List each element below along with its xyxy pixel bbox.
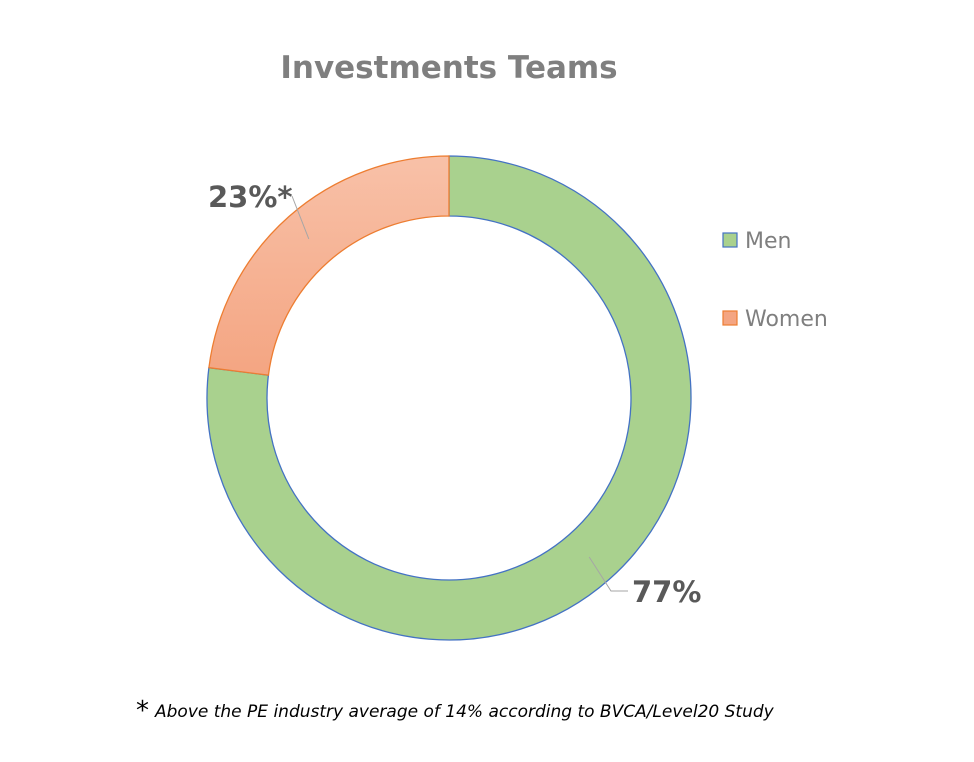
footnote-text: Above the PE industry average of 14% acc… <box>155 702 774 722</box>
legend-swatch-women <box>722 310 738 326</box>
legend-label-men: Men <box>745 229 791 254</box>
footnote-marker: * <box>136 696 149 726</box>
leader-line-men <box>588 556 628 592</box>
chart-title: Investments Teams <box>280 50 617 86</box>
legend: Men Women <box>722 229 828 332</box>
footnote: * Above the PE industry average of 14% ac… <box>136 696 774 726</box>
legend-swatch-men <box>722 232 738 248</box>
legend-item-women: Women <box>722 307 828 332</box>
data-label-men: 77% <box>632 575 701 609</box>
legend-label-women: Women <box>745 307 828 332</box>
data-label-women: 23%* <box>208 180 293 214</box>
leader-line-women <box>291 195 310 240</box>
leader-lines <box>291 195 628 592</box>
donut-slice-men <box>206 155 692 641</box>
donut-slice-women <box>208 155 450 376</box>
donut-slices <box>206 155 692 641</box>
legend-item-men: Men <box>722 229 791 254</box>
